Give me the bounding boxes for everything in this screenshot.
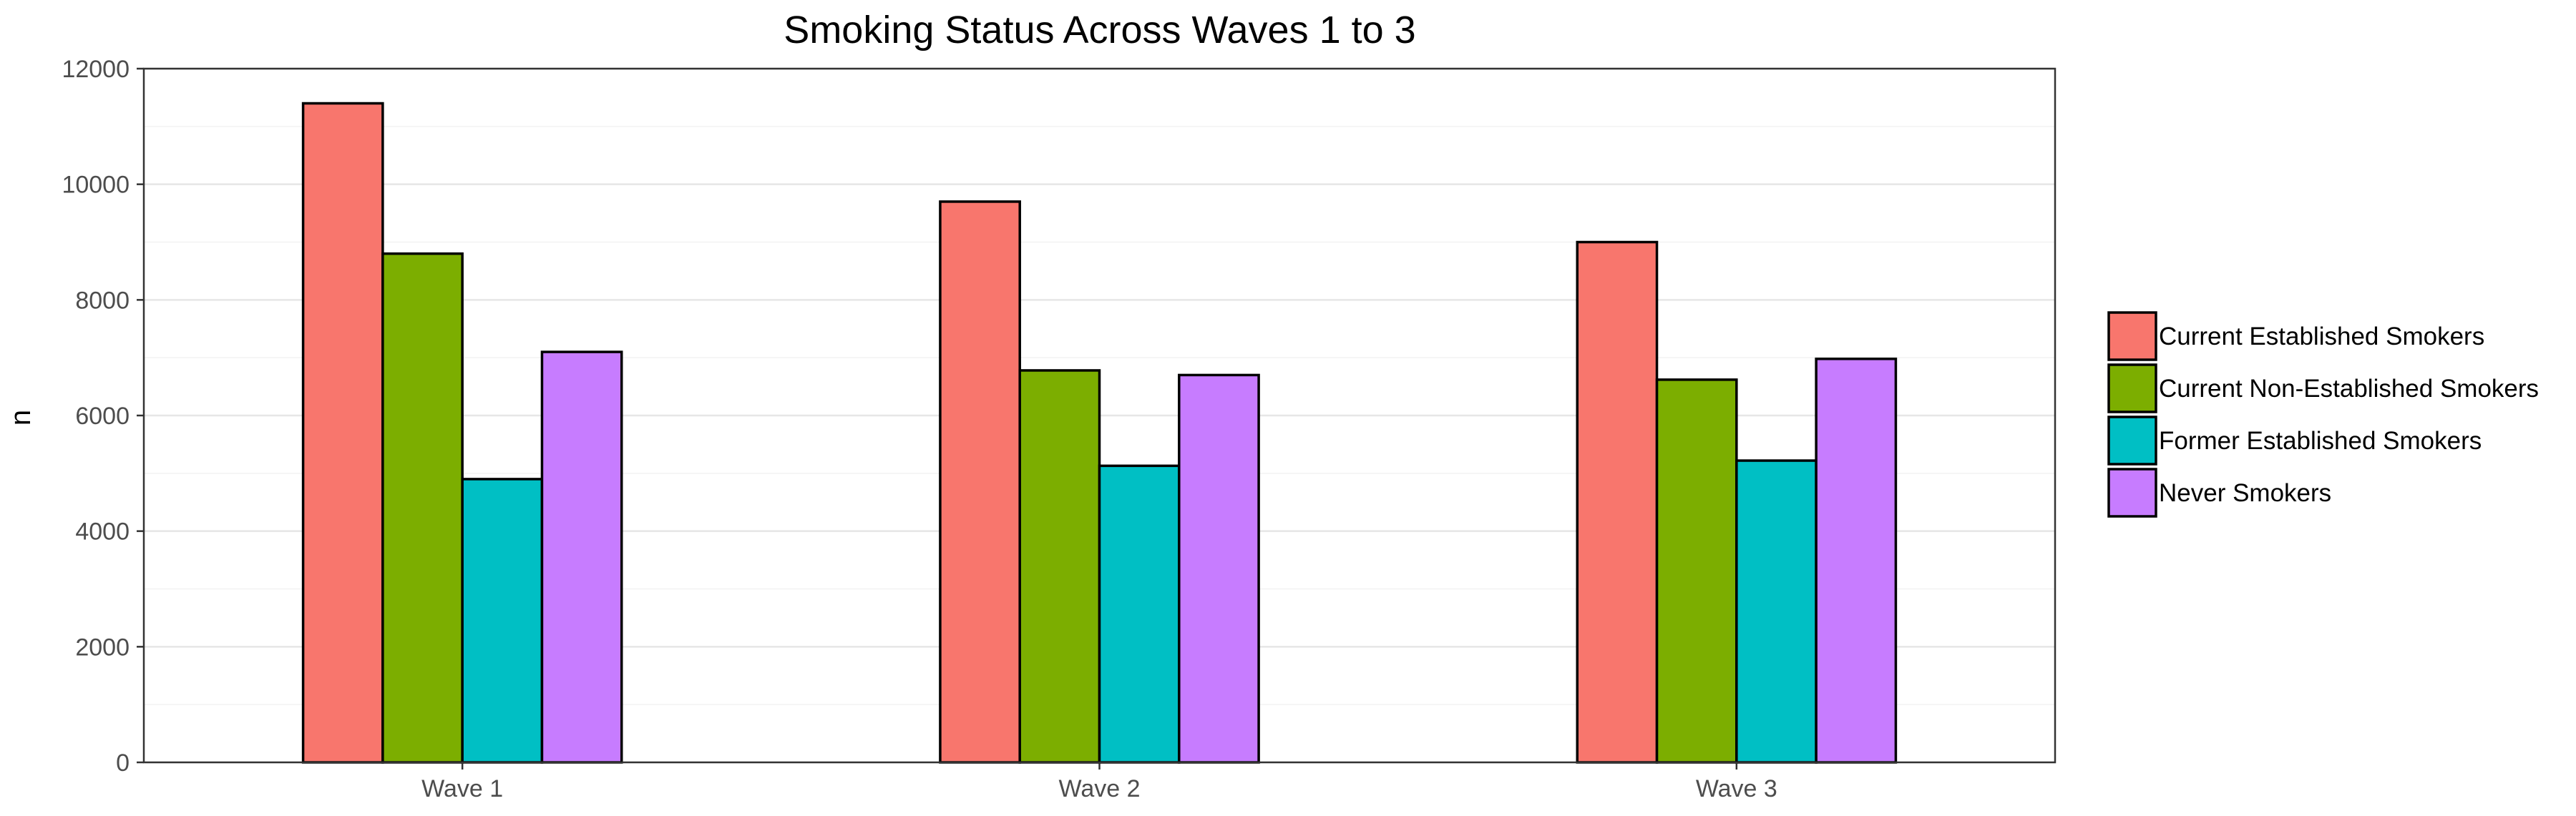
bar: [1815, 358, 1898, 764]
bar: [1735, 459, 1818, 764]
y-tick-label: 2000: [75, 634, 130, 661]
y-tick-label: 12000: [62, 56, 130, 83]
bar: [381, 252, 464, 764]
y-tick-label: 0: [116, 749, 130, 777]
bar: [461, 478, 544, 764]
legend-key: [2107, 468, 2157, 518]
plot-border: [142, 67, 2057, 764]
chart-title: Smoking Status Across Waves 1 to 3: [784, 9, 1415, 51]
bar: [1655, 378, 1738, 764]
y-tick-label: 6000: [75, 403, 130, 430]
legend: Current Established Smokers Current Non-E…: [2107, 311, 2539, 518]
legend-key: [2107, 311, 2157, 361]
y-tick-label: 10000: [62, 172, 130, 199]
y-tick-label: 4000: [75, 518, 130, 546]
bar: [1098, 464, 1181, 764]
x-tick-label: Wave 1: [421, 775, 503, 802]
bar: [1178, 373, 1260, 764]
x-tick-label: Wave 3: [1696, 775, 1777, 802]
x-tick-label: Wave 2: [1058, 775, 1140, 802]
plot-area: Wave 1 Wave 2 Wave 3 0 2000 4000 6000 8000 10000…: [62, 56, 2057, 802]
legend-label: Current Non-Established Smokers: [2159, 375, 2539, 403]
legend-key: [2107, 363, 2157, 413]
bar: [540, 350, 623, 764]
y-axis-title: n: [5, 410, 36, 426]
legend-label: Former Established Smokers: [2159, 427, 2482, 455]
bar: [1018, 369, 1101, 764]
legend-key: [2107, 416, 2157, 466]
legend-label: Never Smokers: [2159, 479, 2331, 507]
bar: [1576, 240, 1659, 764]
bar: [301, 102, 384, 764]
bar: [939, 200, 1021, 764]
y-tick-label: 8000: [75, 287, 130, 314]
legend-label: Current Established Smokers: [2159, 323, 2484, 350]
